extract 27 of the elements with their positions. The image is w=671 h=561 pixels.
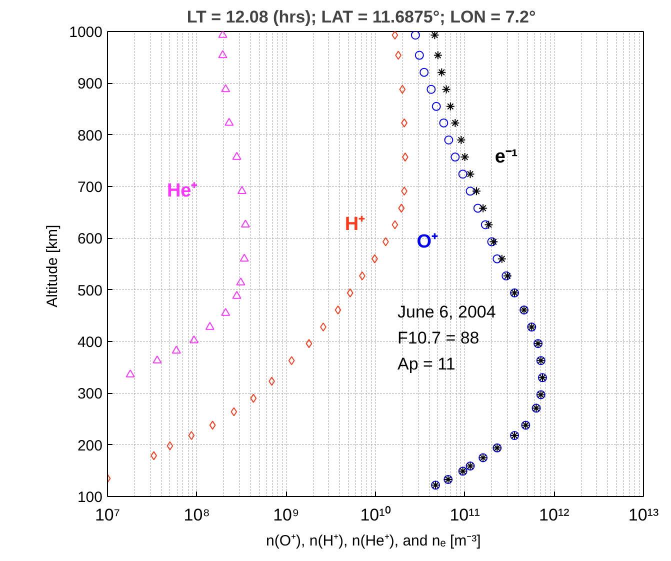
- x-tick-label: 10¹³: [628, 506, 659, 524]
- y-tick-label: 100: [77, 489, 103, 506]
- x-tick-label: 10⁸: [184, 506, 210, 524]
- y-tick-label: 800: [77, 127, 103, 144]
- y-tick-label: 700: [77, 179, 103, 196]
- x-axis-title: n(O⁺), n(H⁺), n(He⁺), and nₑ [m⁻³]: [266, 532, 481, 550]
- y-tick-label: 900: [77, 76, 103, 93]
- y-tick-label: 600: [77, 230, 103, 248]
- annotation: F10.7 = 88: [398, 328, 480, 348]
- y-tick-label: 400: [77, 334, 103, 351]
- x-tick-label: 10¹⁰: [360, 506, 391, 524]
- y-tick-label: 200: [77, 437, 103, 454]
- y-tick-label: 1000: [69, 24, 103, 41]
- text: O⁺: [416, 231, 439, 252]
- series-label: H⁺: [344, 214, 366, 236]
- text: He⁺: [166, 180, 198, 202]
- annotation: June 6, 2004: [398, 302, 496, 322]
- y-axis-title: Altitude [km]: [44, 224, 62, 308]
- annotation: Ap = 11: [398, 354, 456, 374]
- y-tick-label: 300: [77, 386, 103, 403]
- x-tick-label: 10¹²: [539, 506, 570, 524]
- series-label: e⁻¹: [494, 146, 518, 168]
- x-tick-label: 10⁹: [273, 506, 300, 524]
- x-tick-label: 10⁷: [94, 506, 120, 524]
- chart-title: LT = 12.08 (hrs); LAT = 11.6875°; LON = 7.2°: [186, 8, 536, 26]
- y-tick-label: 500: [77, 282, 103, 300]
- x-tick-label: 10¹¹: [450, 506, 480, 524]
